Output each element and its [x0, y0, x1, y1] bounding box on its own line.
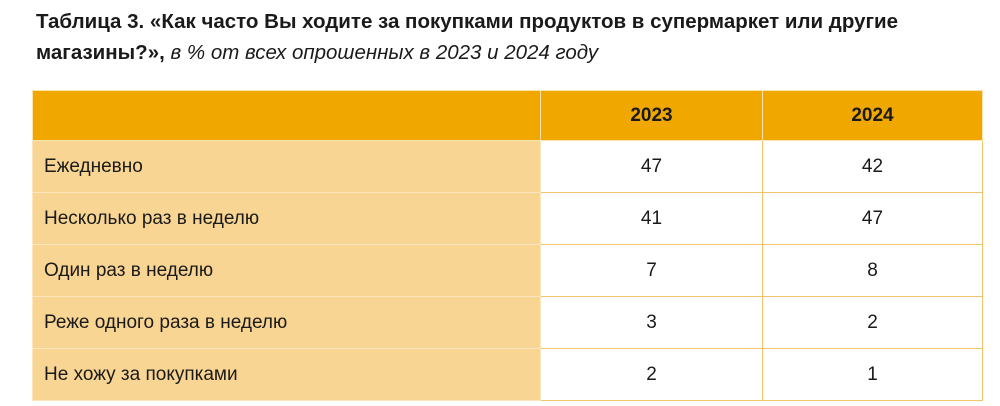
- row-label: Несколько раз в неделю: [32, 192, 541, 245]
- value-cell: 8: [762, 244, 983, 297]
- row-label: Реже одного раза в неделю: [32, 296, 541, 349]
- header-cell: [32, 90, 541, 141]
- header-cell: 2024: [762, 90, 983, 141]
- title: Таблица 3. «Как часто Вы ходите за покуп…: [36, 6, 986, 68]
- value-cell: 42: [762, 140, 983, 193]
- value-cell: 3: [540, 296, 763, 349]
- row-label: Не хожу за покупками: [32, 348, 541, 401]
- table-body: Ежедневно 47 42 Несколько раз в неделю 41 47 О…: [32, 140, 983, 401]
- value-cell: 7: [540, 244, 763, 297]
- table-row: Ежедневно 47 42: [32, 140, 983, 193]
- row-label: Ежедневно: [32, 140, 541, 193]
- data-table: 2023 2024 Ежедневно 47 42 Несколько раз в н…: [32, 90, 983, 401]
- title-italic: в % от всех опрошенных в 2023 и 2024 год…: [170, 41, 599, 64]
- value-cell: 1: [762, 348, 983, 401]
- header-row: 2023 2024: [32, 90, 983, 141]
- header-cell: 2023: [540, 90, 763, 141]
- value-cell: 47: [762, 192, 983, 245]
- table-row: Несколько раз в неделю 41 47: [32, 192, 983, 245]
- value-cell: 41: [540, 192, 763, 245]
- value-cell: 47: [540, 140, 763, 193]
- row-label: Один раз в неделю: [32, 244, 541, 297]
- table-row: Один раз в неделю 7 8: [32, 244, 983, 297]
- table-row: Не хожу за покупками 2 1: [32, 348, 983, 401]
- value-cell: 2: [762, 296, 983, 349]
- title-bold: Таблица 3. «Как часто Вы ходите за покуп…: [36, 10, 899, 64]
- value-cell: 2: [540, 348, 763, 401]
- table-row: Реже одного раза в неделю 3 2: [32, 296, 983, 349]
